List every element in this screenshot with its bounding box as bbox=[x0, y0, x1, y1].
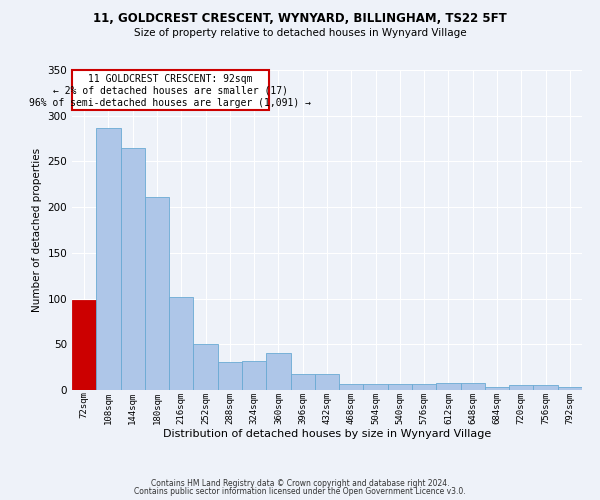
Bar bbox=[339, 384, 364, 390]
Y-axis label: Number of detached properties: Number of detached properties bbox=[32, 148, 42, 312]
Bar bbox=[436, 382, 461, 390]
Text: Size of property relative to detached houses in Wynyard Village: Size of property relative to detached ho… bbox=[134, 28, 466, 38]
Bar bbox=[388, 384, 412, 390]
Bar bbox=[121, 148, 145, 390]
Bar bbox=[315, 374, 339, 390]
Text: ← 2% of detached houses are smaller (17): ← 2% of detached houses are smaller (17) bbox=[53, 86, 288, 96]
Bar bbox=[558, 388, 582, 390]
Text: Contains HM Land Registry data © Crown copyright and database right 2024.: Contains HM Land Registry data © Crown c… bbox=[151, 478, 449, 488]
Text: Contains public sector information licensed under the Open Government Licence v3: Contains public sector information licen… bbox=[134, 487, 466, 496]
X-axis label: Distribution of detached houses by size in Wynyard Village: Distribution of detached houses by size … bbox=[163, 429, 491, 439]
Bar bbox=[169, 296, 193, 390]
Bar bbox=[72, 300, 96, 390]
Bar bbox=[290, 374, 315, 390]
Bar bbox=[242, 360, 266, 390]
Bar bbox=[72, 70, 269, 110]
Bar bbox=[461, 382, 485, 390]
Bar bbox=[509, 386, 533, 390]
Text: 11, GOLDCREST CRESCENT, WYNYARD, BILLINGHAM, TS22 5FT: 11, GOLDCREST CRESCENT, WYNYARD, BILLING… bbox=[93, 12, 507, 26]
Bar bbox=[533, 384, 558, 390]
Bar bbox=[266, 352, 290, 390]
Bar bbox=[412, 384, 436, 390]
Bar bbox=[218, 362, 242, 390]
Bar bbox=[145, 197, 169, 390]
Text: 11 GOLDCREST CRESCENT: 92sqm: 11 GOLDCREST CRESCENT: 92sqm bbox=[88, 74, 253, 84]
Text: 96% of semi-detached houses are larger (1,091) →: 96% of semi-detached houses are larger (… bbox=[29, 98, 311, 108]
Bar bbox=[364, 384, 388, 390]
Bar bbox=[96, 128, 121, 390]
Bar bbox=[485, 388, 509, 390]
Bar bbox=[193, 344, 218, 390]
